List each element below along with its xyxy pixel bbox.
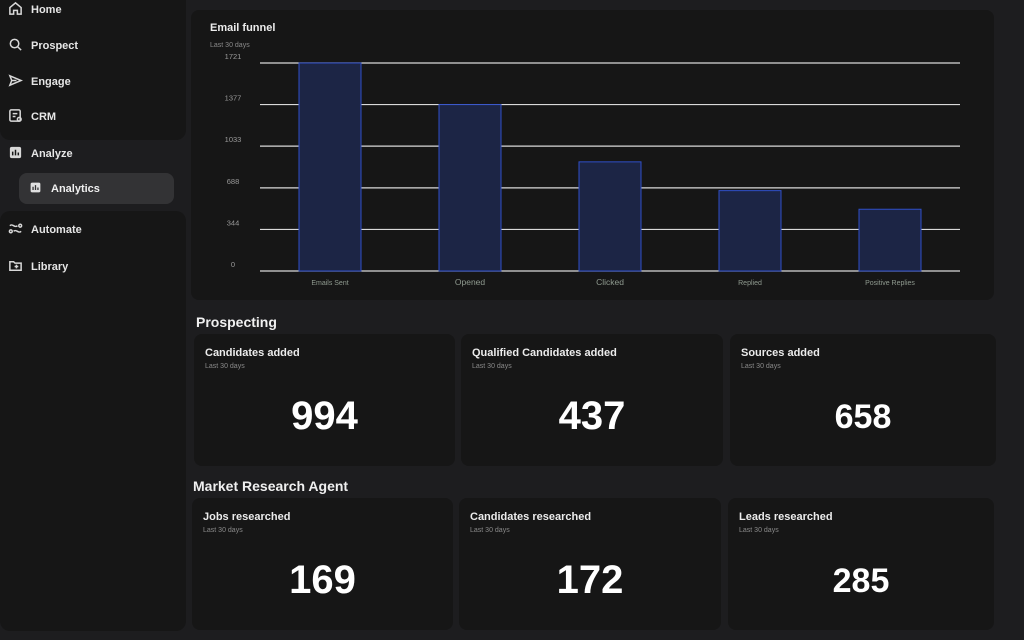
card-subtitle: Last 30 days [203,527,243,534]
card-title: Sources added [741,347,820,359]
sidebar-bottom-panel [0,211,186,631]
sidebar-item-library[interactable]: Library [8,255,68,279]
card-value: 437 [558,394,626,438]
bar [298,62,362,272]
sidebar-item-label: Library [31,261,69,273]
card-title: Qualified Candidates added [472,347,617,359]
card-value: 169 [289,558,356,602]
sidebar-item-label: Analyze [31,148,73,160]
jobs-researched-card: Jobs researched Last 30 days 169 [192,498,453,630]
bar [858,208,922,272]
candidates-researched-card: Candidates researched Last 30 days 172 [459,498,721,630]
card-value: 994 [291,394,358,438]
y-tick-label: 1033 [225,135,242,144]
card-value: 172 [556,558,624,602]
sidebar-item-label: Home [31,4,62,16]
y-tick-label: 688 [227,177,240,186]
market-research-section-title: Market Research Agent [193,478,349,494]
y-tick-label: 1721 [225,52,242,61]
prospecting-section-title: Prospecting [196,314,277,330]
card-subtitle: Last 30 days [741,363,781,370]
x-tick-label: Replied [738,280,762,287]
send-icon [8,73,24,91]
bar [578,161,642,272]
y-tick-label: 344 [227,218,240,227]
sources-added-card: Sources added Last 30 days 658 [730,334,996,466]
card-title: Candidates added [205,347,300,359]
search-icon [8,37,23,55]
bar-chart-icon [8,145,23,163]
x-tick-label: Emails Sent [311,280,348,287]
sidebar-item-label: Engage [31,76,71,88]
card-title: Jobs researched [203,511,291,523]
card-subtitle: Last 30 days [205,363,245,370]
bar [438,104,502,272]
sidebar-item-crm[interactable]: CRM [8,105,56,129]
sidebar-item-automate[interactable]: Automate [8,218,82,242]
sidebar-item-label: Analytics [51,182,100,195]
x-tick-label: Positive Replies [865,280,915,287]
sidebar-item-engage[interactable]: Engage [8,70,71,94]
sidebar-item-label: Automate [31,224,82,236]
bar-chart-icon [29,181,42,197]
card-subtitle: Last 30 days [472,363,512,370]
sidebar-item-label: Prospect [31,40,79,52]
home-icon [8,1,23,19]
sidebar-item-prospect[interactable]: Prospect [8,34,78,58]
candidates-added-card: Candidates added Last 30 days 994 [194,334,455,466]
card-value: 658 [834,398,892,436]
sidebar-item-label: CRM [31,111,57,123]
crm-icon [8,108,23,126]
y-tick-label: 0 [231,260,235,269]
card-value: 285 [832,562,890,600]
card-subtitle: Last 30 days [470,527,510,534]
folder-icon [8,258,23,276]
sidebar-item-analytics[interactable]: Analytics [19,173,174,204]
y-tick-label: 1377 [225,94,242,103]
card-title: Candidates researched [470,511,592,523]
x-tick-label: Clicked [596,277,624,287]
sidebar-item-home[interactable]: Home [8,0,62,22]
card-title: Leads researched [739,511,833,523]
automate-icon [8,221,23,239]
bar [718,190,782,272]
funnel-title: Email funnel [210,22,276,34]
email-funnel-card: Email funnel Last 30 days 0 344 688 1033 137… [191,10,994,300]
qualified-candidates-added-card: Qualified Candidates added Last 30 days … [461,334,723,466]
x-tick-label: Opened [455,277,486,287]
email-funnel-chart: 0 344 688 1033 1377 1721 Emails Sent Opened Clic… [225,52,960,287]
card-subtitle: Last 30 days [739,527,779,534]
sidebar-item-analyze[interactable]: Analyze [8,142,73,166]
leads-researched-card: Leads researched Last 30 days 285 [728,498,994,630]
funnel-subtitle: Last 30 days [210,42,250,49]
sidebar-top-panel [0,0,186,140]
